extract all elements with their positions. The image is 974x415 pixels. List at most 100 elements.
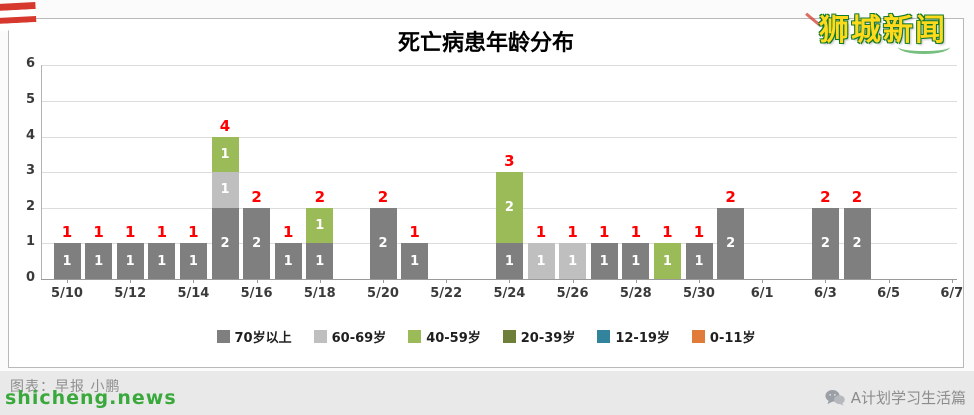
legend-item: 70岁以上: [216, 327, 292, 346]
bar-segment: 2: [495, 172, 523, 244]
x-tick-mark: [572, 279, 574, 283]
legend-label: 20-39岁: [520, 331, 576, 346]
bar-total-label: 1: [567, 223, 578, 242]
segment-value-label: 2: [726, 235, 736, 251]
logo-green-swoosh-decoration: [898, 40, 950, 54]
bar-segment: 1: [179, 243, 207, 279]
bar-segment: 2: [717, 207, 745, 279]
bar-segment: 1: [622, 243, 650, 279]
x-tick-label: 6/3: [813, 286, 837, 301]
segment-value-label: 1: [599, 253, 609, 269]
bar-total-label: 1: [93, 223, 104, 242]
y-tick-label: 6: [25, 56, 35, 72]
segment-value-label: 1: [283, 253, 293, 269]
segment-value-label: 2: [820, 235, 830, 251]
segment-value-label: 1: [315, 218, 325, 234]
legend-item: 0-11岁: [691, 327, 756, 346]
bar-segment: 2: [369, 207, 397, 279]
bar-segment: 1: [653, 243, 681, 279]
x-tick-mark: [635, 279, 637, 283]
bar-segment: 1: [211, 172, 239, 208]
shicheng-news-logo: 狮城新闻: [798, 8, 968, 54]
chart-panel: 0 1 2 3 4 5 6 5/10 5/12 5/14 5/16 5/18 5/20 5/22 5/24 5…: [8, 18, 964, 368]
segment-value-label: 2: [852, 235, 862, 251]
x-tick-mark: [193, 279, 195, 283]
bar-total-label: 1: [188, 223, 199, 242]
x-tick-mark: [951, 279, 953, 283]
legend-label: 40-59岁: [426, 331, 481, 346]
bar-total-label: 2: [314, 187, 326, 206]
legend-label: 70岁以上: [234, 331, 292, 346]
legend-label: 0-11岁: [709, 331, 756, 346]
bar-total-label: 2: [851, 187, 863, 206]
gridline: [41, 136, 957, 138]
x-axis-line: [41, 279, 957, 280]
footer-strip: 图表：早报 小鹏 shicheng.news A计划学习生活篇: [0, 371, 974, 415]
bar-total-label: 3: [504, 152, 515, 171]
bar-segment: 1: [559, 243, 587, 279]
x-tick-label: 5/22: [430, 286, 463, 301]
x-tick-label: 5/14: [177, 286, 210, 301]
bar-segment: 1: [148, 243, 176, 279]
bar-segment: 2: [811, 207, 839, 279]
segment-value-label: 1: [315, 253, 325, 269]
x-tick-mark: [319, 279, 321, 283]
bar-segment: 1: [306, 243, 334, 279]
bar-segment: 1: [116, 243, 144, 279]
segment-value-label: 1: [220, 182, 230, 198]
bar-segment: 1: [274, 243, 302, 279]
y-tick-label: 1: [25, 234, 35, 250]
stacked-bar-chart: 0 1 2 3 4 5 6 5/10 5/12 5/14 5/16 5/18 5/20 5/22 5/24 5…: [9, 19, 963, 367]
x-tick-mark: [509, 279, 511, 283]
bar-total-label: 2: [251, 187, 262, 206]
wechat-account: A计划学习生活篇: [825, 387, 966, 408]
x-tick-label: 5/30: [683, 286, 715, 301]
gridline: [41, 65, 957, 67]
segment-value-label: 2: [220, 235, 230, 251]
bar-total-label: 1: [535, 223, 547, 242]
bar-total-label: 1: [630, 223, 642, 242]
bar-segment: 1: [53, 243, 81, 279]
segment-value-label: 1: [568, 253, 578, 269]
chart-legend: 70岁以上 60-69岁 40-59岁 20-39岁 12-19岁 0-11岁: [9, 327, 963, 346]
gridline: [41, 101, 957, 102]
segment-value-label: 1: [504, 253, 514, 269]
x-tick-label: 5/16: [240, 286, 273, 301]
bar-total-label: 1: [693, 223, 705, 242]
segment-value-label: 1: [220, 146, 230, 162]
bar-total-label: 1: [124, 223, 136, 242]
segment-value-label: 1: [62, 253, 72, 269]
y-tick-label: 0: [25, 270, 35, 285]
bar-total-label: 4: [219, 116, 231, 135]
x-tick-label: 5/24: [493, 286, 526, 301]
segment-value-label: 2: [252, 235, 262, 251]
bar-segment: 2: [211, 207, 239, 279]
x-tick-label: 6/1: [750, 286, 774, 301]
legend-swatch: [313, 330, 327, 343]
legend-label: 12-19岁: [615, 331, 670, 346]
chart-credit-text: 图表：早报 小鹏: [10, 379, 121, 395]
x-tick-label: 5/20: [367, 286, 399, 301]
legend-label: 60-69岁: [331, 331, 387, 346]
x-tick-mark: [699, 279, 700, 283]
bar-segment: 1: [685, 243, 713, 279]
x-tick-mark: [130, 279, 132, 283]
y-tick-label: 5: [25, 92, 35, 107]
legend-swatch: [691, 330, 705, 343]
segment-value-label: 1: [536, 253, 546, 269]
segment-value-label: 2: [504, 200, 514, 216]
bar-segment: 1: [495, 243, 523, 279]
legend-swatch: [216, 330, 230, 343]
flag-stripes-decoration: [0, 1, 37, 32]
legend-item: 12-19岁: [597, 327, 670, 346]
y-axis-line: [41, 65, 42, 279]
x-tick-label: 5/10: [51, 286, 83, 301]
y-tick-label: 4: [25, 127, 35, 143]
bar-segment: 2: [243, 207, 271, 279]
x-tick-mark: [67, 279, 68, 283]
legend-swatch: [597, 330, 611, 343]
x-tick-mark: [446, 279, 448, 283]
bar-total-label: 1: [156, 223, 168, 242]
bar-total-label: 2: [377, 187, 389, 206]
x-tick-label: 6/5: [877, 286, 901, 301]
